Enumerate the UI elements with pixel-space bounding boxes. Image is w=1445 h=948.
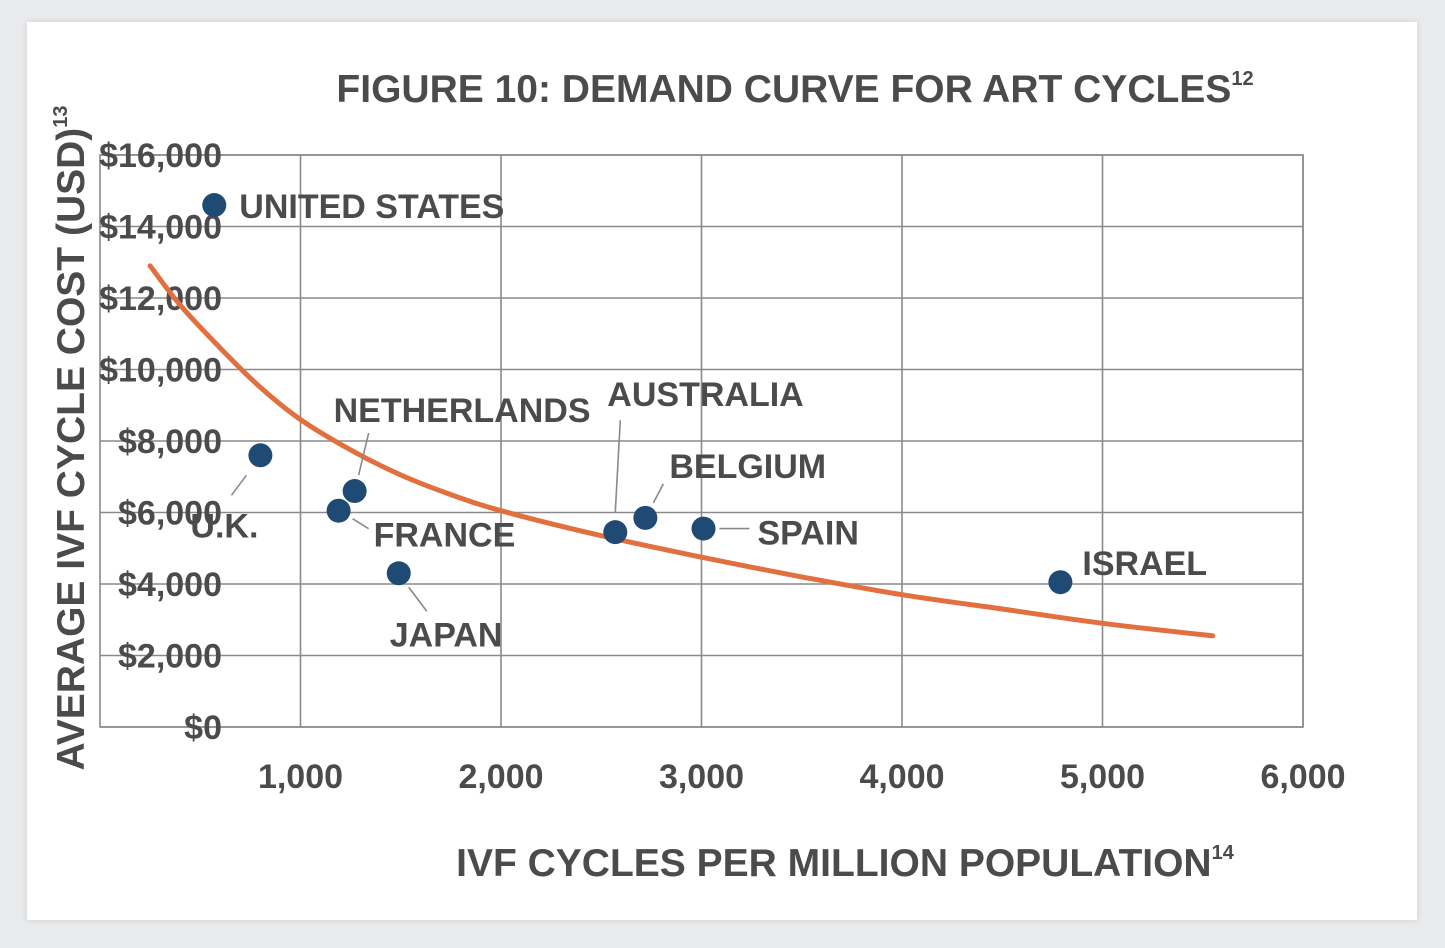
label-australia: AUSTRALIA bbox=[607, 376, 803, 414]
label-belgium: BELGIUM bbox=[669, 448, 826, 486]
chart-card: FIGURE 10: DEMAND CURVE FOR ART CYCLES12… bbox=[27, 22, 1417, 920]
point-netherlands bbox=[342, 479, 367, 504]
x-tick-label: 1,000 bbox=[258, 758, 343, 796]
label-netherlands: NETHERLANDS bbox=[334, 392, 591, 430]
point-labels: UNITED STATES U.K. NETHERLANDS FRANCE JAPAN A… bbox=[190, 188, 1207, 654]
label-israel: ISRAEL bbox=[1082, 545, 1207, 583]
x-tick-label: 2,000 bbox=[458, 758, 543, 796]
demand-curve-chart: FIGURE 10: DEMAND CURVE FOR ART CYCLES12… bbox=[50, 68, 1346, 885]
point-israel bbox=[1048, 570, 1073, 595]
data-points bbox=[202, 193, 1073, 595]
chart-title-superscript: 12 bbox=[1231, 68, 1253, 90]
label-united-states: UNITED STATES bbox=[239, 188, 504, 226]
grid bbox=[99, 154, 1304, 728]
leader-line bbox=[352, 518, 370, 530]
label-spain: SPAIN bbox=[758, 515, 859, 553]
point-japan bbox=[386, 561, 411, 586]
y-tick-label: $12,000 bbox=[99, 280, 222, 318]
y-axis-label-superscript: 13 bbox=[50, 105, 72, 127]
label-france: FRANCE bbox=[374, 517, 516, 555]
leader-line bbox=[230, 474, 248, 496]
leader-line bbox=[357, 432, 370, 476]
y-tick-label: $16,000 bbox=[99, 137, 222, 175]
label-u-k: U.K. bbox=[190, 507, 258, 545]
leader-line bbox=[652, 483, 665, 504]
y-tick-label: $6,000 bbox=[118, 495, 222, 533]
label-japan: JAPAN bbox=[390, 616, 503, 654]
point-france bbox=[326, 498, 351, 523]
leader-line bbox=[614, 420, 622, 513]
point-united-states bbox=[202, 193, 227, 218]
y-tick-label: $0 bbox=[184, 709, 222, 747]
point-u-k bbox=[248, 443, 273, 468]
y-axis-label: AVERAGE IVF CYCLE COST (USD)13 bbox=[50, 105, 93, 770]
trend-curve-group bbox=[147, 263, 1216, 639]
chart-title: FIGURE 10: DEMAND CURVE FOR ART CYCLES12 bbox=[336, 68, 1253, 111]
x-axis-label-superscript: 14 bbox=[1212, 842, 1235, 864]
chart-title-text: FIGURE 10: DEMAND CURVE FOR ART CYCLES bbox=[336, 68, 1231, 111]
trend-curve bbox=[147, 263, 1216, 639]
x-axis-ticks: 1,000 2,000 3,000 4,000 5,000 6,000 bbox=[258, 758, 1346, 796]
leader-line bbox=[408, 586, 428, 612]
y-tick-label: $14,000 bbox=[99, 209, 222, 247]
x-tick-label: 6,000 bbox=[1260, 758, 1345, 796]
y-tick-label: $2,000 bbox=[118, 638, 222, 676]
point-australia bbox=[603, 520, 628, 545]
leader-lines bbox=[230, 420, 750, 612]
x-tick-label: 5,000 bbox=[1060, 758, 1145, 796]
point-spain bbox=[691, 516, 716, 541]
x-tick-label: 4,000 bbox=[859, 758, 944, 796]
point-belgium bbox=[633, 505, 658, 530]
y-tick-label: $10,000 bbox=[99, 352, 222, 390]
y-axis-ticks: $0 $2,000 $4,000 $6,000 $8,000 $10,000 $12,000… bbox=[99, 137, 222, 747]
y-axis-label-text: AVERAGE IVF CYCLE COST (USD) bbox=[50, 128, 93, 771]
x-axis-label-text: IVF CYCLES PER MILLION POPULATION bbox=[456, 842, 1211, 885]
x-tick-label: 3,000 bbox=[659, 758, 744, 796]
x-axis-label: IVF CYCLES PER MILLION POPULATION14 bbox=[456, 842, 1235, 885]
y-tick-label: $8,000 bbox=[118, 423, 222, 461]
y-tick-label: $4,000 bbox=[118, 566, 222, 604]
